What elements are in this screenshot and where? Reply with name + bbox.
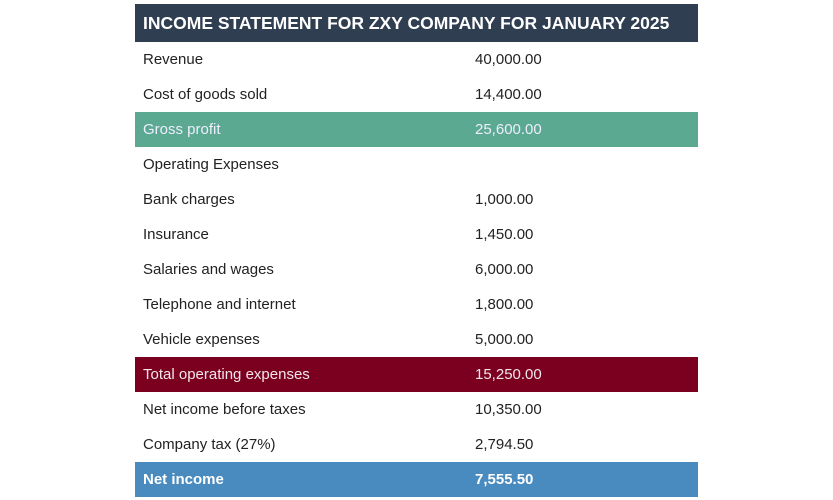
table-title: INCOME STATEMENT FOR ZXY COMPANY FOR JAN… [135,4,698,42]
row-label: Net income before taxes [143,401,306,418]
row-value: 2,794.50 [475,436,534,453]
row-label: Insurance [143,226,209,243]
row-value: 1,450.00 [475,226,534,243]
row-value: 10,350.00 [475,401,542,418]
row-label: Company tax (27%) [143,436,276,453]
table-row: Operating Expenses [135,147,698,182]
table-row: Net income before taxes 10,350.00 [135,392,698,427]
row-label: Gross profit [143,121,221,138]
row-value: 5,000.00 [475,331,534,348]
row-value: 25,600.00 [475,121,542,138]
row-label: Bank charges [143,191,235,208]
row-label: Operating Expenses [143,156,279,173]
row-label: Cost of goods sold [143,86,268,103]
row-label: Vehicle expenses [143,331,260,348]
table-body: Revenue 40,000.00 Cost of goods sold 14,400… [135,42,698,497]
row-value: 6,000.00 [475,261,534,278]
row-value: 1,800.00 [475,296,534,313]
table-row: Vehicle expenses 5,000.00 [135,322,698,357]
row-value: 14,400.00 [475,86,542,103]
table-row: Telephone and internet 1,800.00 [135,287,698,322]
row-label: Net income [143,471,224,488]
table-row: Cost of goods sold 14,400.00 [135,77,698,112]
row-label: Total operating expenses [143,366,310,383]
row-value: 40,000.00 [475,51,542,68]
row-value: 1,000.00 [475,191,534,208]
row-label: Telephone and internet [143,296,296,313]
table-row: Insurance 1,450.00 [135,217,698,252]
table-row: Salaries and wages 6,000.00 [135,252,698,287]
table-row: Revenue 40,000.00 [135,42,698,77]
income-statement-table: INCOME STATEMENT FOR ZXY COMPANY FOR JAN… [135,4,698,497]
table-row: Net income 7,555.50 [135,462,698,497]
row-value: 15,250.00 [475,366,542,383]
row-label: Salaries and wages [143,261,274,278]
row-value: 7,555.50 [475,471,534,488]
table-row: Gross profit 25,600.00 [135,112,698,147]
table-row: Company tax (27%) 2,794.50 [135,427,698,462]
table-row: Total operating expenses 15,250.00 [135,357,698,392]
table-row: Bank charges 1,000.00 [135,182,698,217]
row-label: Revenue [143,51,204,68]
